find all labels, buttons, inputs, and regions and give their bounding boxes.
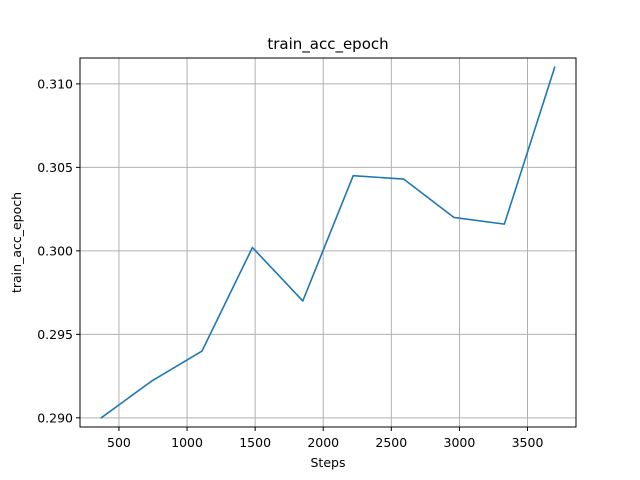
y-tick-label: 0.300 (37, 243, 73, 258)
series-layer (100, 66, 556, 419)
x-tick-label: 1000 (171, 435, 203, 450)
x-tick-label: 3000 (444, 435, 476, 450)
x-tick-label: 1500 (239, 435, 271, 450)
chart-title: train_acc_epoch (267, 35, 388, 54)
x-axis-label: Steps (311, 455, 346, 470)
y-tick-label: 0.295 (37, 327, 73, 342)
series-line (100, 66, 556, 419)
plot-frame (79, 57, 577, 428)
y-tick-label: 0.310 (37, 76, 73, 91)
x-tick-label: 2500 (375, 435, 407, 450)
x-tick-label: 2000 (307, 435, 339, 450)
y-axis-label: train_acc_epoch (9, 192, 24, 293)
x-tick-label: 500 (107, 435, 131, 450)
tick-layer: 500 1000 1500 2000 2500 3000 3500 0.290 0.295 0.3… (37, 76, 543, 450)
grid-layer (80, 58, 576, 427)
y-tick-label: 0.290 (37, 410, 73, 425)
x-tick-label: 3500 (512, 435, 544, 450)
y-tick-label: 0.305 (37, 160, 73, 175)
